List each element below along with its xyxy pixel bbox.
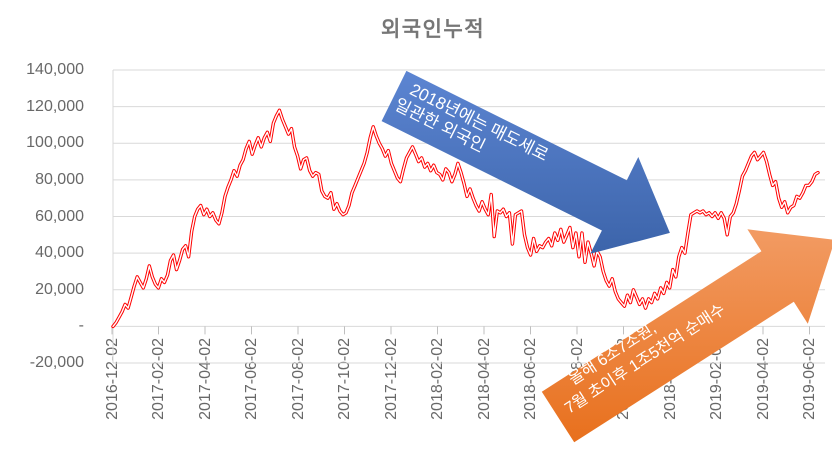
y-axis-label: -20,000 [29, 354, 84, 371]
x-axis-label: 2019-04-02 [754, 338, 772, 420]
x-axis-label: 2017-06-02 [243, 338, 260, 420]
x-axis-label: 2019-02-02 [708, 338, 725, 420]
y-axis-label: - [78, 317, 84, 335]
x-axis-label: 2017-10-02 [336, 338, 353, 420]
x-axis-label: 2019-06-02 [801, 338, 818, 420]
x-axis-label: 2018-02-02 [429, 338, 446, 420]
y-axis-label: 120,000 [26, 97, 84, 115]
chart-title: 외국인누적 [380, 18, 486, 41]
down-arrow-annotation: 2018년에는 매도세로 일관한 외국인 [391, 77, 552, 184]
x-axis-label: 2017-04-02 [196, 338, 214, 420]
x-axis-label: 2018-04-02 [475, 338, 493, 420]
x-axis-label: 2017-02-02 [150, 338, 167, 420]
x-axis-label: 2016-12-02 [103, 338, 121, 420]
y-axis-label: 40,000 [35, 244, 84, 262]
y-axis-label: 20,000 [35, 280, 84, 298]
y-axis-label: 60,000 [35, 207, 84, 225]
y-axis-label: 100,000 [26, 134, 84, 152]
x-axis-label: 2018-06-02 [522, 338, 539, 420]
x-axis-label: 2017-12-02 [382, 338, 400, 420]
y-axis-label: 80,000 [35, 170, 84, 188]
y-axis-label: 140,000 [26, 61, 84, 78]
x-axis-label: 2017-08-02 [289, 338, 307, 420]
